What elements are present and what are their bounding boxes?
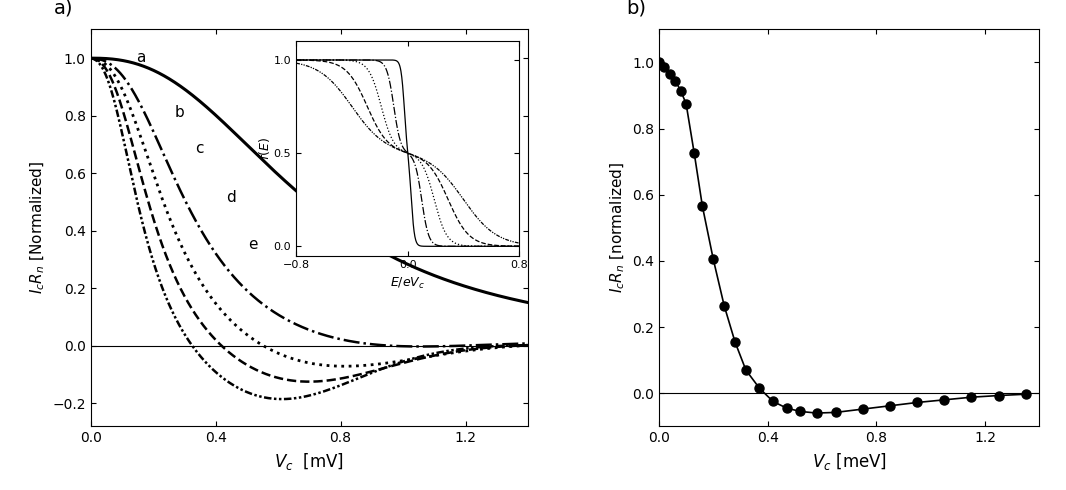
Text: c: c: [195, 141, 204, 156]
Text: b): b): [627, 0, 647, 18]
X-axis label: $V_c$ [meV]: $V_c$ [meV]: [811, 451, 887, 472]
Text: a): a): [53, 0, 72, 18]
Text: a: a: [136, 50, 145, 65]
Y-axis label: $I_c R_n$ [normalized]: $I_c R_n$ [normalized]: [608, 162, 627, 294]
Text: e: e: [248, 237, 258, 252]
X-axis label: $V_c$  [mV]: $V_c$ [mV]: [274, 451, 344, 472]
Y-axis label: $I_c R_n$ [Normalized]: $I_c R_n$ [Normalized]: [29, 161, 47, 294]
Text: d: d: [227, 190, 237, 205]
Text: b: b: [175, 105, 184, 120]
